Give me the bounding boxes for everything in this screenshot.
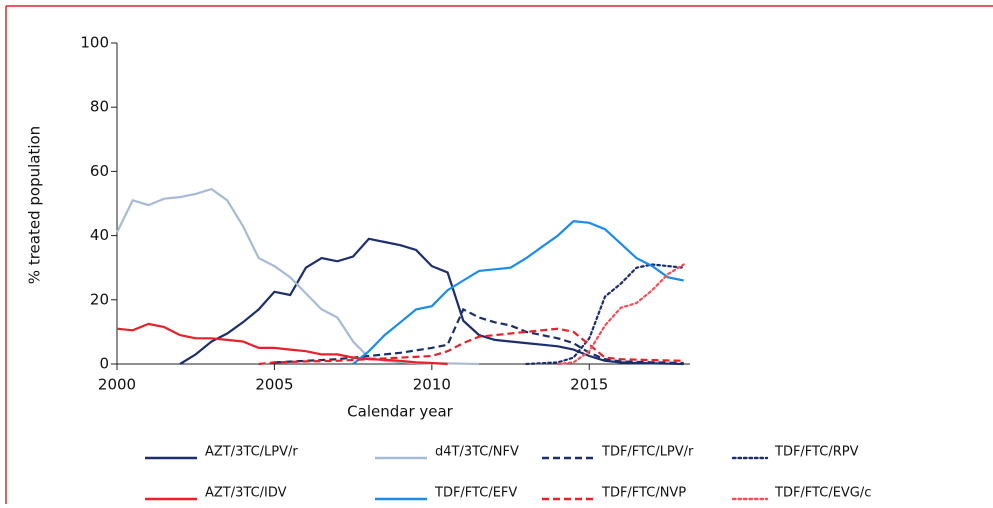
legend-label: TDF/FTC/EFV xyxy=(434,486,517,501)
x-tick-label: 2000 xyxy=(98,376,136,394)
x-tick-label: 2010 xyxy=(413,376,451,394)
legend-label: TDF/FTC/LPV/r xyxy=(601,445,694,460)
y-tick-label: 80 xyxy=(90,98,109,116)
legend-label: AZT/3TC/LPV/r xyxy=(205,445,298,460)
x-axis-label: Calendar year xyxy=(347,403,454,421)
series-line xyxy=(258,327,684,366)
series-line xyxy=(179,237,684,366)
legend-label: TDF/FTC/EVG/c xyxy=(774,486,871,501)
y-tick-label: 20 xyxy=(90,290,109,308)
series-line xyxy=(525,263,685,366)
x-tick-label: 2015 xyxy=(570,376,608,394)
legend: AZT/3TC/LPV/r d4T/3TC/NFV TDF/FTC/LPV/r TDF… xyxy=(145,445,871,501)
legend-label: TDF/FTC/NVP xyxy=(601,486,686,501)
series-line xyxy=(116,187,480,366)
legend-label: d4T/3TC/NFV xyxy=(435,445,519,460)
y-tick-label: 40 xyxy=(90,226,109,244)
series-line xyxy=(556,263,685,366)
y-tick-label: 100 xyxy=(80,34,109,52)
series-line xyxy=(116,322,448,366)
y-tick-label: 60 xyxy=(90,162,109,180)
legend-label: TDF/FTC/RPV xyxy=(774,445,859,460)
y-tick-label: 0 xyxy=(99,355,109,373)
x-tick-label: 2005 xyxy=(255,376,293,394)
legend-label: AZT/3TC/IDV xyxy=(205,486,287,501)
series-line xyxy=(274,307,684,365)
series-line xyxy=(352,220,684,365)
y-axis-label: % treated population xyxy=(26,126,44,284)
